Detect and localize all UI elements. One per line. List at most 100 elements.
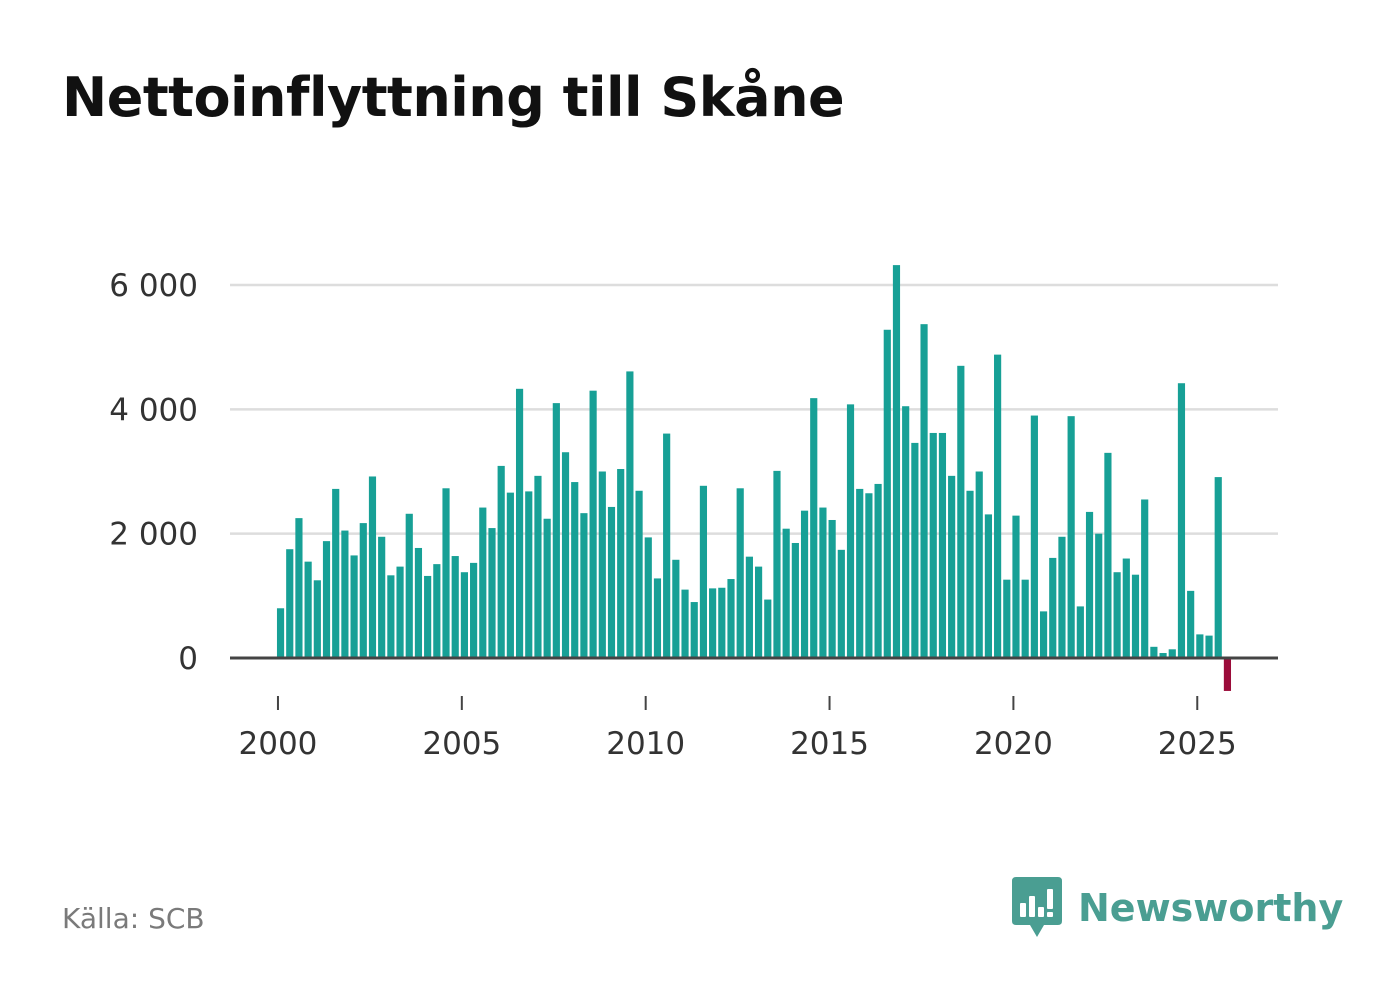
bar <box>424 575 432 658</box>
bar <box>1159 653 1167 658</box>
bar <box>552 403 560 658</box>
bar <box>276 608 285 658</box>
bar <box>1214 477 1222 658</box>
bar <box>1076 606 1084 658</box>
bar <box>1085 511 1094 658</box>
axes <box>230 656 1278 710</box>
bar <box>846 404 855 658</box>
bar <box>1177 383 1186 658</box>
bar <box>543 518 551 658</box>
y-tick-label: 0 <box>178 641 198 677</box>
bar <box>506 492 514 658</box>
bar <box>561 452 570 658</box>
bar <box>837 549 845 658</box>
bar <box>460 572 468 658</box>
bar <box>1223 658 1232 691</box>
bar <box>1058 536 1066 658</box>
bar <box>828 519 836 658</box>
bar <box>497 465 505 658</box>
newsworthy-logo-icon <box>1012 877 1062 937</box>
bar <box>948 475 956 658</box>
bar <box>994 354 1002 658</box>
x-tick-label: 2000 <box>239 726 318 762</box>
bar <box>764 599 772 658</box>
tick-labels: 0 2 000 4 000 6 000 2000 2005 2010 2015 2020 2025 <box>109 268 1236 762</box>
bar <box>672 559 680 658</box>
bar <box>920 324 928 658</box>
bar <box>405 513 413 658</box>
y-tick-label: 2 000 <box>109 517 198 553</box>
bar <box>1141 499 1149 658</box>
bar <box>396 566 404 658</box>
bar <box>709 588 717 658</box>
bar <box>304 561 312 658</box>
bars <box>276 265 1232 691</box>
bar <box>1131 574 1140 658</box>
bar <box>902 406 910 658</box>
bar <box>892 265 901 658</box>
bar <box>534 475 542 658</box>
bar <box>359 523 367 658</box>
bar <box>773 470 781 658</box>
bar-chart: 0 2 000 4 000 6 000 2000 2005 2010 2015 2020 2025 <box>109 265 1278 762</box>
x-tick-label: 2005 <box>422 726 501 762</box>
source-label: Källa: SCB <box>62 902 205 935</box>
bar <box>580 513 588 658</box>
bar <box>525 491 533 658</box>
x-tick-label: 2025 <box>1158 726 1237 762</box>
bar <box>745 556 753 658</box>
bar <box>1150 646 1158 658</box>
bar <box>313 580 321 658</box>
bar <box>598 471 606 658</box>
bar <box>322 541 331 658</box>
bar <box>1168 649 1176 658</box>
bar <box>755 566 763 658</box>
bar <box>800 510 809 658</box>
bar <box>1021 579 1029 658</box>
bar <box>332 488 340 658</box>
bar <box>1104 452 1112 658</box>
bar <box>617 469 625 658</box>
bar <box>874 483 882 658</box>
x-tick-label: 2015 <box>790 726 869 762</box>
bar <box>341 530 349 658</box>
brand-logo: Newsworthy <box>1010 877 1343 939</box>
bar <box>1205 635 1213 658</box>
bar <box>451 556 459 658</box>
y-tick-label: 4 000 <box>109 392 198 428</box>
bar <box>387 575 395 658</box>
bar <box>663 433 671 658</box>
bar <box>479 507 487 658</box>
bar <box>718 587 726 658</box>
bar <box>957 365 965 658</box>
bar <box>295 518 303 658</box>
bar <box>368 476 377 658</box>
bar <box>736 488 744 658</box>
bar <box>1003 579 1011 658</box>
grid-lines <box>230 283 1278 535</box>
bar <box>966 490 974 658</box>
chart-title: Nettoinflyttning till Skåne <box>62 66 845 129</box>
bar <box>607 506 616 658</box>
bar <box>1113 572 1121 658</box>
bar <box>1049 557 1057 658</box>
bar <box>856 488 864 658</box>
bar <box>488 528 496 658</box>
bar <box>911 442 919 658</box>
bar <box>653 578 662 658</box>
bar <box>286 549 294 658</box>
bar <box>1067 416 1075 658</box>
bar <box>589 390 597 658</box>
bar <box>929 432 937 658</box>
bar <box>350 555 358 658</box>
bar <box>938 432 947 658</box>
bar <box>1039 611 1048 658</box>
bar <box>984 514 992 658</box>
bar <box>975 471 983 658</box>
bar <box>470 562 478 658</box>
bar <box>1030 415 1038 658</box>
bar <box>433 564 441 658</box>
bar <box>378 536 386 658</box>
bar <box>644 537 652 658</box>
bar <box>1122 558 1130 658</box>
